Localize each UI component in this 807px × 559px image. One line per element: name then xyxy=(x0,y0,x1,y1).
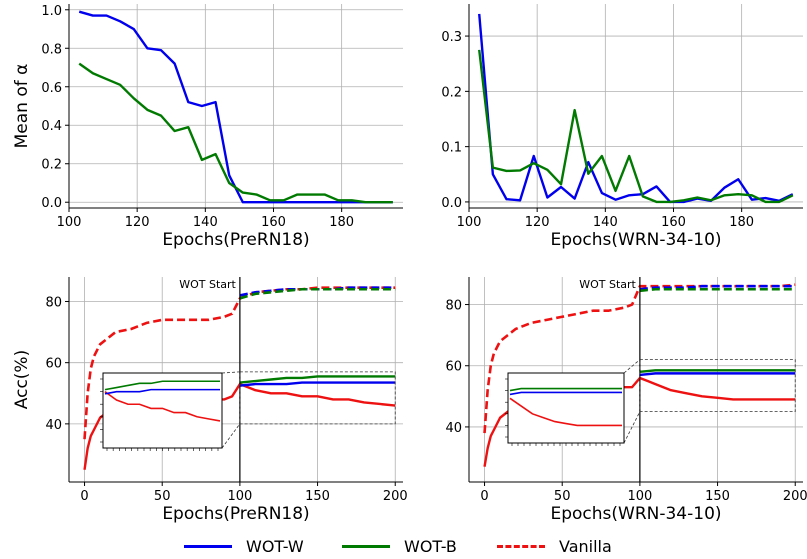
series-line-wot-w xyxy=(639,372,796,377)
plot-area xyxy=(478,13,794,204)
panel-1: 100 120 140 160 180 0.0 0.2 0.4 0.6 0.8 1.0 Epochs(… xyxy=(12,4,403,250)
x-tick-label: 0 xyxy=(80,489,88,504)
y-tick-label: 0.1 xyxy=(441,141,462,156)
x-tick-label: 50 xyxy=(554,489,571,504)
legend-swatch-vanilla xyxy=(497,545,545,548)
series-line-wot-b xyxy=(78,62,393,204)
zoom-connector xyxy=(623,411,641,444)
y-axis-label: Acc(%) xyxy=(12,350,32,409)
series-line-vanilla xyxy=(83,286,396,440)
legend-label-wot-b: WOT-B xyxy=(404,537,457,556)
x-tick-label: 180 xyxy=(329,215,354,230)
y-tick-label: 80 xyxy=(445,299,462,314)
zoom-inset xyxy=(505,372,625,446)
series-line-wot-w xyxy=(78,10,393,204)
legend-swatch-wot-w xyxy=(184,545,232,548)
y-tick-label: 80 xyxy=(45,295,62,310)
x-tick-label: 180 xyxy=(729,215,754,230)
x-tick-label: 150 xyxy=(705,489,730,504)
series-line-wot-b xyxy=(639,287,796,293)
x-tick-label: 150 xyxy=(305,489,330,504)
plot-area xyxy=(78,10,393,204)
zoom-series-vanilla xyxy=(509,397,622,427)
zoom-series-wot-b xyxy=(104,380,220,391)
zoom-inset-frame xyxy=(102,372,223,449)
x-axis-label: Epochs(WRN-34-10) xyxy=(550,504,721,524)
zoom-series-wot-b xyxy=(509,387,622,392)
zoom-series-wot-w xyxy=(509,391,622,396)
series-line-wot-b xyxy=(239,375,396,384)
x-tick-label: 160 xyxy=(261,215,286,230)
y-tick-label: 0.6 xyxy=(41,81,62,96)
y-tick-label: 1.0 xyxy=(41,4,62,19)
zoom-connector xyxy=(221,423,241,449)
panel-4: 0 50 100 150 200 40 60 80 Epochs(WRN-34-10) WOT S… xyxy=(445,277,807,524)
x-tick-label: 0 xyxy=(480,489,488,504)
y-tick-label: 0.2 xyxy=(41,158,62,173)
y-tick-label: 0.0 xyxy=(441,196,462,211)
zoom-series-wot-w xyxy=(104,388,220,395)
x-axis-label: Epochs(PreRN18) xyxy=(162,230,309,250)
x-tick-label: 200 xyxy=(783,489,807,504)
y-tick-label: 40 xyxy=(45,418,62,433)
x-tick-label: 50 xyxy=(154,489,171,504)
y-tick-label: 0.4 xyxy=(41,119,62,134)
series-line-wot-b xyxy=(639,369,796,374)
legend-swatch-wot-b xyxy=(342,545,390,548)
x-axis-label: Epochs(WRN-34-10) xyxy=(550,230,721,250)
legend-item-wot-w: WOT-W xyxy=(184,534,304,559)
series-line-wot-w xyxy=(239,381,396,387)
y-tick-label: 60 xyxy=(45,357,62,372)
x-tick-label: 160 xyxy=(661,215,686,230)
series-line-wot-b xyxy=(239,287,396,300)
legend-item-wot-b: WOT-B xyxy=(342,534,457,559)
y-tick-label: 0.3 xyxy=(441,30,462,45)
x-axis-label: Epochs(PreRN18) xyxy=(162,504,309,524)
x-tick-label: 100 xyxy=(627,489,652,504)
zoom-connector xyxy=(623,359,641,374)
x-tick-label: 200 xyxy=(383,489,408,504)
series-line-wot-b xyxy=(478,49,794,204)
y-tick-label: 60 xyxy=(445,360,462,375)
panel-3: 0 50 100 150 200 40 60 80 Epochs(PreRN18) Acc(%) W… xyxy=(12,277,408,524)
zoom-inset xyxy=(100,372,223,451)
legend-label-wot-w: WOT-W xyxy=(246,537,304,556)
x-tick-label: 120 xyxy=(525,215,550,230)
legend-item-vanilla: Vanilla xyxy=(497,534,612,559)
zoom-region xyxy=(239,371,396,425)
figure-canvas: 100 120 140 160 180 0.0 0.2 0.4 0.6 0.8 1.0 Epochs(… xyxy=(12,4,807,524)
zoom-connector xyxy=(221,371,240,374)
y-tick-label: 0.0 xyxy=(41,196,62,211)
wot-start-label: WOT Start xyxy=(179,278,236,291)
legend-label-vanilla: Vanilla xyxy=(559,537,612,556)
zoom-series-vanilla xyxy=(104,391,221,422)
panel-2: 100 120 140 160 180 0.0 0.1 0.2 0.3 Epochs(WRN-34… xyxy=(441,4,803,250)
wot-start-label: WOT Start xyxy=(579,278,636,291)
x-tick-label: 100 xyxy=(227,489,252,504)
x-tick-label: 120 xyxy=(125,215,150,230)
y-tick-label: 0.8 xyxy=(41,42,62,57)
x-tick-label: 140 xyxy=(593,215,618,230)
zoom-region xyxy=(639,359,796,413)
x-tick-label: 140 xyxy=(193,215,218,230)
legend: WOT-W WOT-B Vanilla xyxy=(0,534,807,559)
x-tick-label: 100 xyxy=(457,215,482,230)
x-tick-label: 100 xyxy=(57,215,82,230)
y-tick-label: 0.2 xyxy=(441,85,462,100)
y-axis-label: Mean of α xyxy=(12,64,32,149)
series-line-wot-w xyxy=(639,284,796,291)
y-tick-label: 40 xyxy=(445,421,462,436)
